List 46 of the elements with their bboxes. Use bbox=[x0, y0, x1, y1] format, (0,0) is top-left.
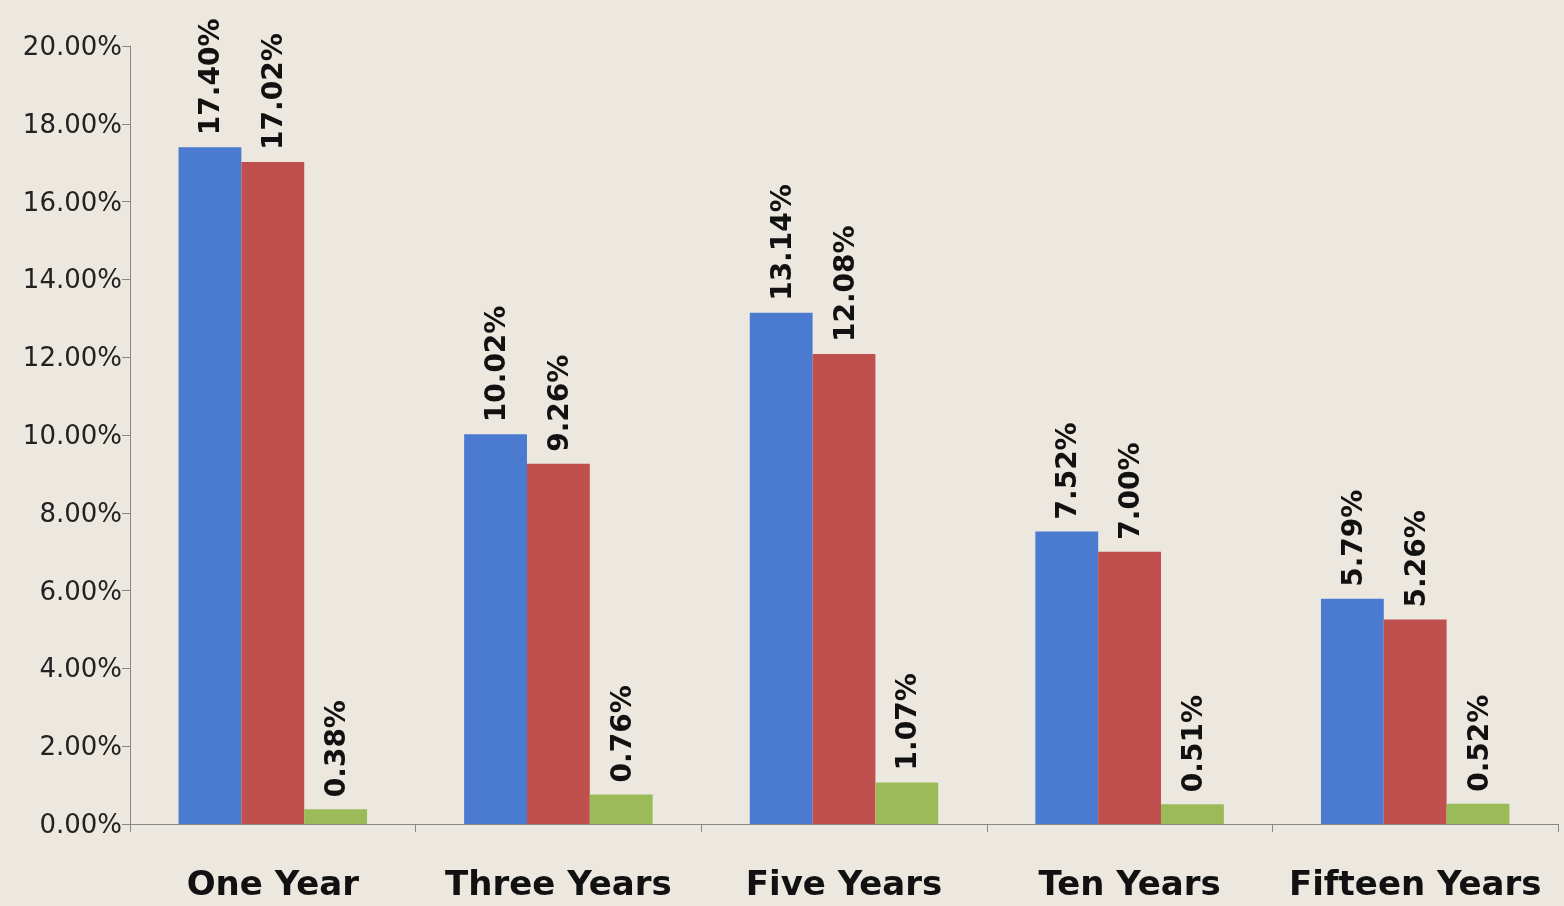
data-label: 0.76% bbox=[604, 685, 638, 783]
bar bbox=[749, 312, 813, 824]
y-tick-label: 6.00% bbox=[39, 575, 122, 606]
data-label: 5.79% bbox=[1335, 489, 1369, 587]
bar bbox=[1320, 598, 1384, 824]
data-label: 17.02% bbox=[256, 33, 290, 150]
bar bbox=[1383, 619, 1447, 824]
y-tick-label: 4.00% bbox=[39, 653, 122, 684]
data-label: 10.02% bbox=[479, 305, 513, 423]
bar bbox=[526, 463, 590, 824]
data-label: 1.07% bbox=[890, 673, 924, 771]
bar bbox=[812, 354, 876, 824]
bar bbox=[1446, 803, 1510, 824]
data-label: 5.26% bbox=[1398, 510, 1432, 608]
bar bbox=[875, 782, 939, 824]
y-tick-label: 2.00% bbox=[39, 731, 122, 762]
data-label: 0.52% bbox=[1461, 694, 1495, 792]
data-label: 0.38% bbox=[319, 700, 353, 798]
y-tick-label: 0.00% bbox=[39, 809, 122, 839]
data-label: 12.08% bbox=[827, 225, 861, 343]
bar bbox=[464, 434, 527, 824]
y-tick-label: 10.00% bbox=[22, 420, 122, 450]
data-label: 7.00% bbox=[1113, 442, 1147, 540]
data-label: 0.51% bbox=[1175, 695, 1209, 793]
bar bbox=[589, 794, 653, 824]
x-tick-label: Five Years bbox=[745, 863, 943, 903]
data-label: 7.52% bbox=[1050, 422, 1084, 520]
y-tick-label: 12.00% bbox=[22, 342, 122, 373]
bar bbox=[241, 161, 305, 824]
x-tick-label: Fifteen Years bbox=[1288, 863, 1542, 903]
bar bbox=[1035, 531, 1099, 824]
data-label: 17.40% bbox=[193, 18, 227, 136]
x-tick-label: Ten Years bbox=[1038, 863, 1221, 903]
y-tick-label: 20.00% bbox=[22, 31, 122, 61]
x-tick-label: One Year bbox=[186, 863, 360, 903]
bar bbox=[178, 147, 242, 824]
bar bbox=[304, 809, 368, 824]
y-tick-label: 14.00% bbox=[22, 264, 122, 295]
y-tick-label: 8.00% bbox=[39, 497, 122, 528]
bar bbox=[1161, 804, 1224, 824]
y-tick-label: 16.00% bbox=[22, 186, 122, 217]
data-label: 9.26% bbox=[541, 354, 575, 452]
data-label: 13.14% bbox=[764, 184, 798, 301]
bar bbox=[1098, 551, 1162, 824]
x-tick-label: Three Years bbox=[445, 863, 672, 903]
y-tick-label: 18.00% bbox=[22, 108, 122, 139]
